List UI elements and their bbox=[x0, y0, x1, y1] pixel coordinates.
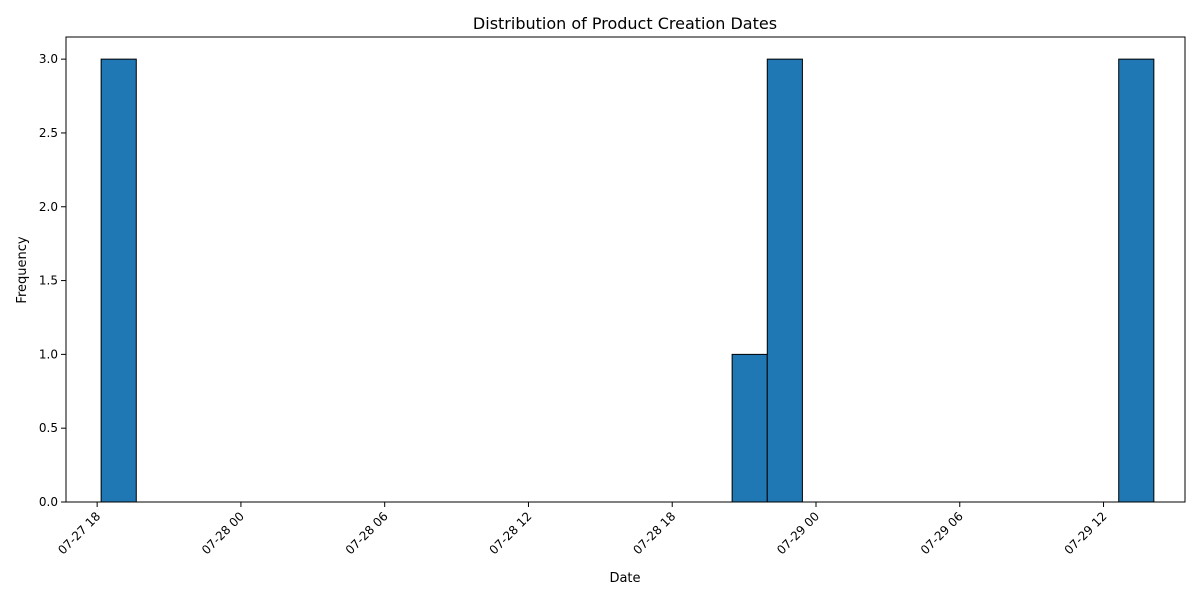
x-tick-label-3: 07-28 06 bbox=[343, 509, 391, 557]
x-axis-label: Date bbox=[609, 571, 640, 586]
x-tick-label-2: 07-28 00 bbox=[199, 509, 247, 557]
x-tick-label-6: 07-29 00 bbox=[774, 509, 822, 557]
plot-frame bbox=[65, 36, 1186, 503]
bars-group bbox=[100, 58, 1155, 503]
y-tick-label-1: 0.0 bbox=[39, 495, 58, 509]
y-tick-label-7: 3.0 bbox=[39, 52, 58, 66]
y-ticks-group: 0.0 0.5 1.0 1.5 2.0 2.5 3.0 bbox=[39, 52, 66, 509]
x-tick-label-8: 07-29 12 bbox=[1062, 509, 1110, 557]
y-tick-label-6: 2.5 bbox=[39, 126, 58, 140]
histogram-bar-1 bbox=[100, 58, 137, 503]
histogram-bar-4 bbox=[1118, 58, 1155, 503]
x-tick-label-1: 07-27 18 bbox=[55, 509, 103, 557]
x-tick-label-4: 07-28 12 bbox=[487, 509, 535, 557]
y-tick-label-3: 1.0 bbox=[39, 347, 58, 361]
x-ticks-group: 07-27 18 07-28 00 07-28 06 07-28 12 07-28 18… bbox=[55, 502, 1110, 557]
y-tick-label-5: 2.0 bbox=[39, 200, 58, 214]
histogram-bar-2 bbox=[731, 353, 768, 503]
y-axis-label: Frequency bbox=[15, 236, 30, 303]
y-tick-label-4: 1.5 bbox=[39, 274, 58, 288]
histogram-bar-3 bbox=[766, 58, 803, 503]
y-tick-label-2: 0.5 bbox=[39, 421, 58, 435]
x-tick-label-5: 07-28 18 bbox=[630, 509, 678, 557]
x-tick-label-7: 07-29 06 bbox=[918, 509, 966, 557]
chart-title: Distribution of Product Creation Dates bbox=[473, 14, 777, 33]
